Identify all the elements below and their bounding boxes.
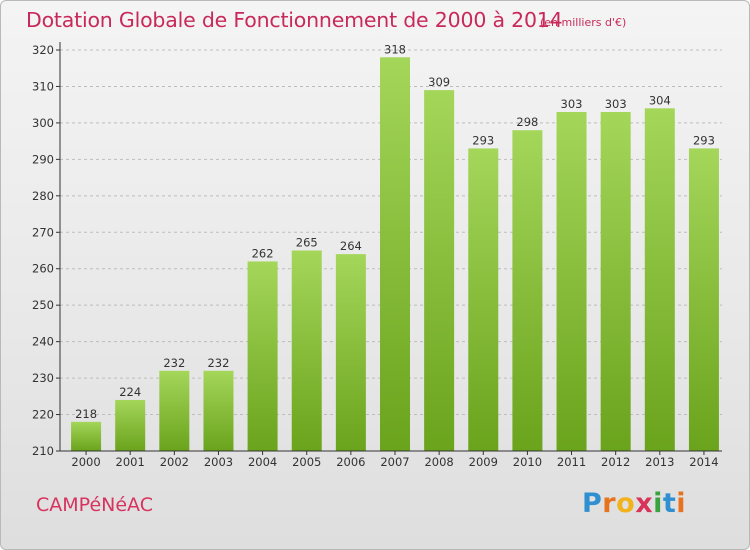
- bar: [335, 254, 366, 451]
- x-tick-label: 2009: [469, 455, 498, 469]
- bar-value-label: 293: [472, 133, 494, 147]
- logo-letter: t: [662, 488, 677, 519]
- x-tick-label: 2012: [601, 455, 630, 469]
- y-tick-label: 320: [32, 43, 54, 57]
- y-tick-label: 240: [32, 335, 54, 349]
- y-tick-label: 270: [32, 225, 54, 239]
- logo-letter: P: [582, 488, 603, 519]
- bar: [291, 250, 322, 451]
- bar-value-label: 293: [693, 133, 715, 147]
- bar: [159, 370, 190, 451]
- x-tick-label: 2007: [380, 455, 409, 469]
- bar-value-label: 303: [605, 97, 627, 111]
- bar-value-label: 262: [252, 246, 274, 260]
- x-tick-label: 2008: [424, 455, 453, 469]
- bar-value-label: 232: [207, 356, 229, 370]
- y-tick-label: 220: [32, 408, 54, 422]
- x-tick-label: 2013: [645, 455, 674, 469]
- bar: [424, 90, 455, 451]
- logo-letter: i: [676, 488, 687, 519]
- x-tick-label: 2003: [204, 455, 233, 469]
- logo-letter: x: [635, 488, 654, 519]
- logo-letter: r: [602, 488, 617, 519]
- x-tick-label: 2001: [116, 455, 145, 469]
- bar-value-label: 232: [163, 356, 185, 370]
- x-tick-label: 2000: [71, 455, 100, 469]
- bar: [600, 111, 631, 452]
- x-tick-label: 2005: [292, 455, 321, 469]
- y-tick-label: 230: [32, 371, 54, 385]
- bar: [556, 111, 587, 452]
- bar-value-label: 298: [516, 115, 538, 129]
- bar: [247, 261, 278, 451]
- logo-letter: o: [616, 488, 636, 519]
- x-tick-label: 2014: [689, 455, 718, 469]
- x-tick-label: 2006: [336, 455, 365, 469]
- x-tick-label: 2010: [513, 455, 542, 469]
- bar-value-label: 265: [296, 236, 318, 250]
- bar: [115, 399, 146, 451]
- y-tick-label: 250: [32, 298, 54, 312]
- bar-value-label: 318: [384, 42, 406, 56]
- bar: [512, 130, 543, 451]
- bar-value-label: 309: [428, 75, 450, 89]
- x-tick-label: 2004: [248, 455, 277, 469]
- chart-title: Dotation Globale de Fonctionnement de 20…: [26, 8, 563, 32]
- y-tick-label: 290: [32, 152, 54, 166]
- bar: [644, 108, 675, 451]
- bar-value-label: 304: [649, 93, 671, 107]
- y-tick-label: 280: [32, 189, 54, 203]
- bar-value-label: 224: [119, 385, 141, 399]
- bar: [468, 148, 499, 451]
- bar: [688, 148, 719, 451]
- commune-name: CAMPéNéAC: [36, 494, 153, 516]
- bar: [203, 370, 234, 451]
- y-tick-label: 260: [32, 262, 54, 276]
- bar-value-label: 303: [561, 97, 583, 111]
- logo-letter: i: [653, 488, 663, 519]
- y-tick-label: 300: [32, 116, 54, 130]
- bar-value-label: 218: [75, 407, 97, 421]
- y-tick-label: 210: [32, 444, 54, 458]
- y-tick-label: 310: [32, 79, 54, 93]
- x-tick-label: 2011: [557, 455, 586, 469]
- bar: [380, 57, 410, 452]
- bar: [71, 421, 102, 451]
- chart-unit: (en milliers d'€): [540, 16, 627, 29]
- x-tick-label: 2002: [160, 455, 189, 469]
- bar-value-label: 264: [340, 239, 362, 253]
- proxiti-logo: Proxiti: [582, 488, 686, 519]
